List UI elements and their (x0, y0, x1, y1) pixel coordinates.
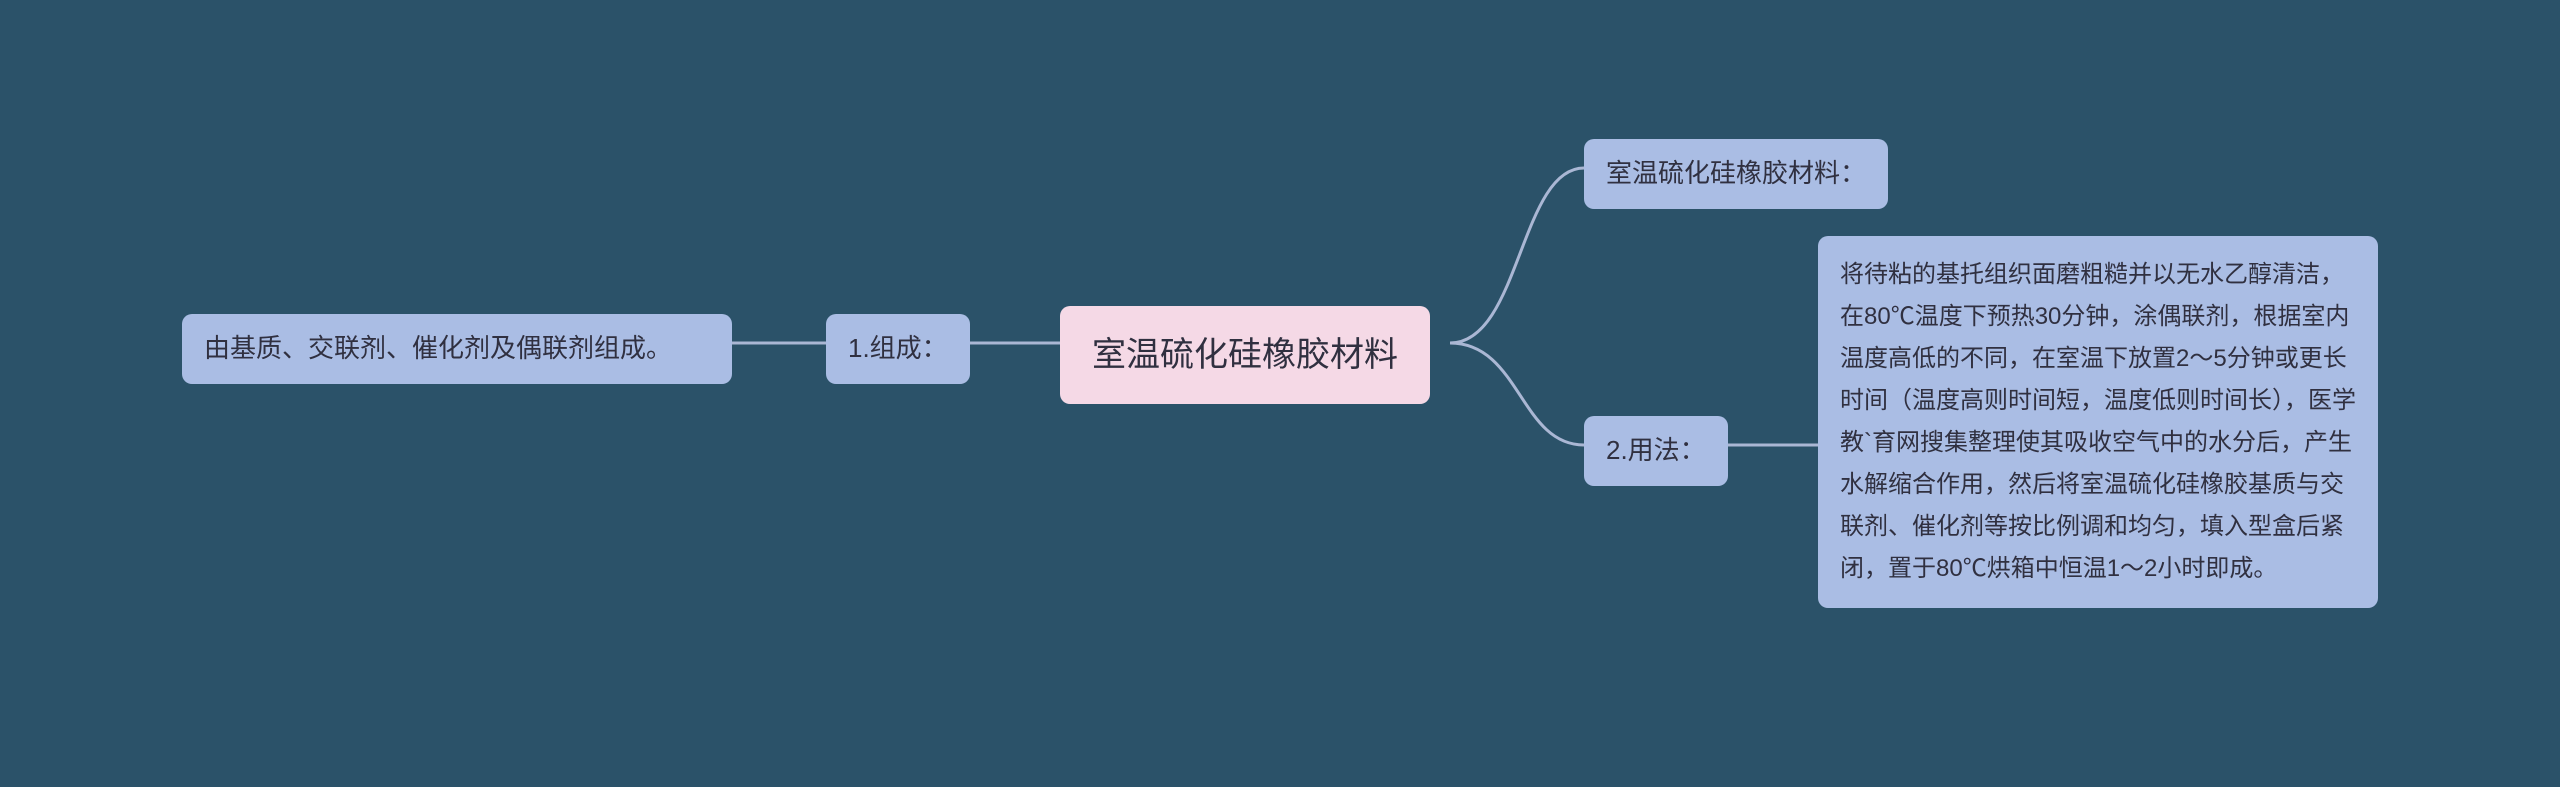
branch-title-repeat: 室温硫化硅橡胶材料： (1584, 139, 1888, 209)
branch-composition: 1.组成： (826, 314, 970, 384)
root-node: 室温硫化硅橡胶材料 (1060, 306, 1430, 404)
leaf-usage-text: 将待粘的基托组织面磨粗糙并以无水乙醇清洁，在80℃温度下预热30分钟，涂偶联剂，… (1818, 236, 2378, 608)
branch-usage: 2.用法： (1584, 416, 1728, 486)
leaf-composition-text: 由基质、交联剂、催化剂及偶联剂组成。 (182, 314, 732, 384)
